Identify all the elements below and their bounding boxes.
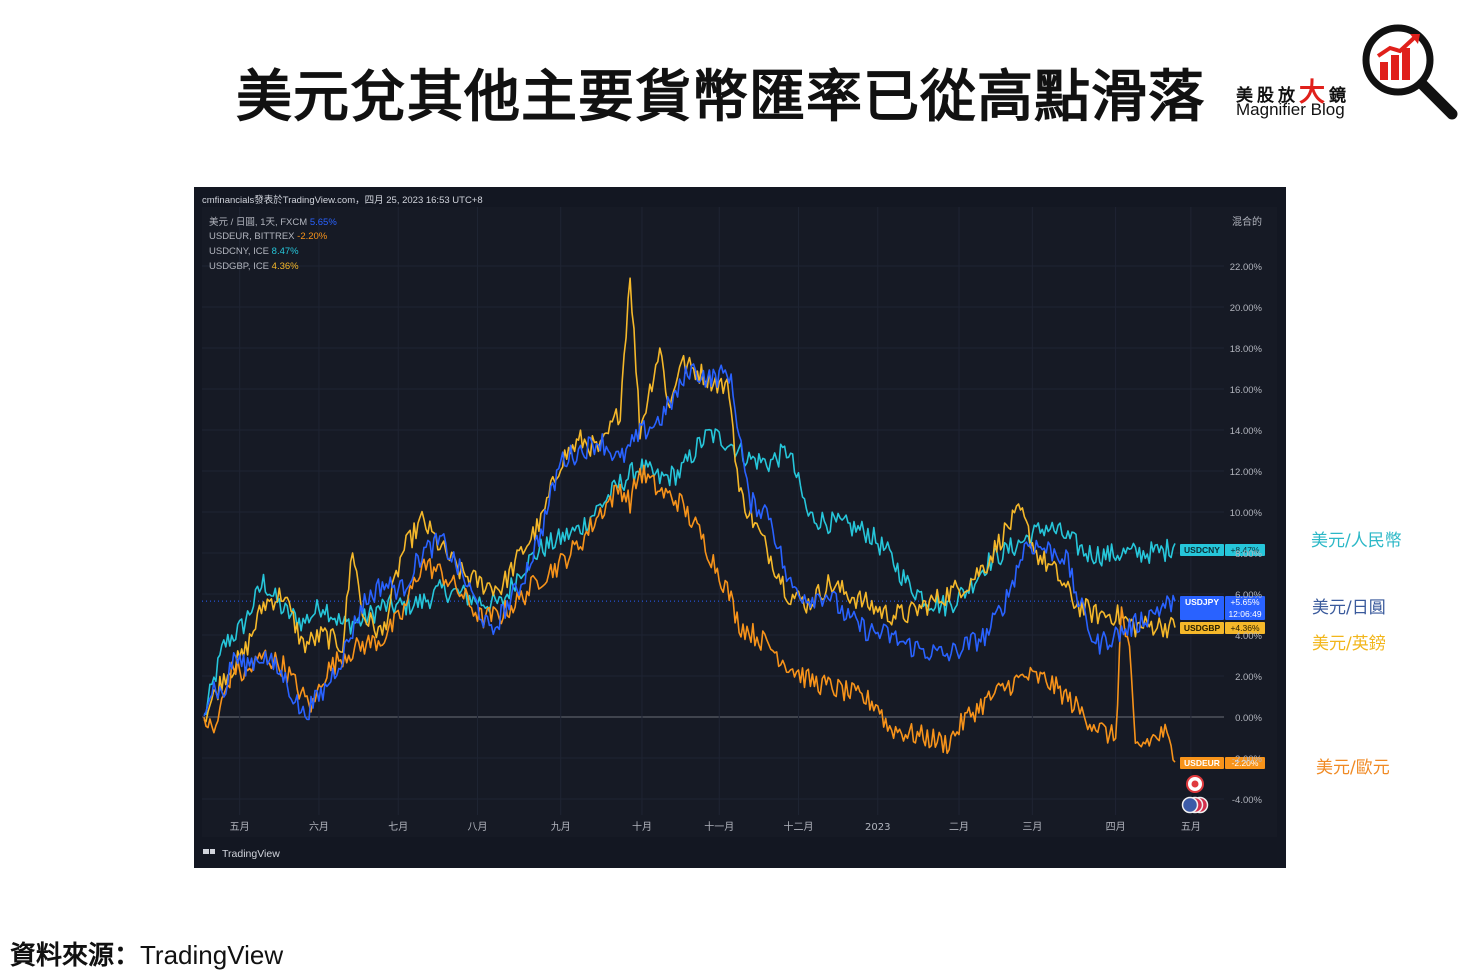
y-tick-label: 18.00%	[1230, 344, 1263, 355]
y-tick-label: 2.00%	[1235, 672, 1262, 683]
tag-name-bg-usdgbp	[1180, 622, 1224, 634]
x-axis: 五月 六月 七月 八月 九月 十月 十一月 十二月 2023 二月 三月 四月 五月	[230, 820, 1201, 833]
x-tick-label: 九月	[551, 821, 571, 833]
legend-usdcny-value: 8.47%	[272, 246, 299, 257]
tag-value-bg-usdeur	[1225, 757, 1265, 769]
y-tick-label: 14.00%	[1230, 426, 1263, 437]
brand-cn: 美股放大鏡	[1236, 72, 1350, 109]
series-line-usdjpy	[203, 363, 1176, 721]
y-tick-label: 4.00%	[1235, 631, 1262, 642]
x-tick-label: 二月	[949, 821, 969, 833]
x-tick-label: 十二月	[784, 820, 814, 833]
legend-usdeur-name: USDEUR, BITTREX	[209, 231, 295, 242]
y-tick-label: 20.00%	[1230, 303, 1263, 314]
legend-usdgbp-name: USDGBP, ICE	[209, 261, 269, 272]
source-label: 資料來源：	[10, 941, 141, 971]
legend-usdeur-value: -2.20%	[297, 231, 328, 242]
watermark-text: TradingView	[222, 848, 280, 860]
x-tick-label: 十月	[632, 820, 652, 833]
tag-value-bg-usdcny	[1225, 544, 1265, 556]
tag-value-usdeur: -2.20%	[1232, 758, 1259, 768]
tradingview-chart: USDCNY +8.47% USDJPY +5.65% 12:06:49 USDGBP +4…	[194, 187, 1286, 868]
brand-cn-b: 鏡	[1329, 86, 1351, 106]
tag-clock: 12:06:49	[1228, 609, 1261, 619]
x-tick-label: 四月	[1106, 821, 1126, 833]
tv-header: cmfinancials發表於TradingView.com，四月 25, 20…	[202, 194, 483, 206]
tag-name-bg-usdjpy	[1180, 596, 1224, 620]
x-tick-label: 五月	[1181, 821, 1201, 833]
main-title: 美元兌其他主要貨幣匯率已從高點滑落	[236, 65, 1205, 130]
chart-svg: USDCNY +8.47% USDJPY +5.65% 12:06:49 USDGBP +4…	[202, 194, 1277, 860]
magnifier-logo-icon	[1362, 24, 1458, 120]
tag-value-usdgbp: +4.36%	[1230, 623, 1260, 633]
side-label-eur: 美元/歐元	[1316, 758, 1390, 778]
tag-name-usdeur: USDEUR	[1184, 758, 1220, 768]
series-line-usdcny	[203, 428, 1176, 715]
series-line-usdgbp	[203, 277, 1176, 723]
y-tick-label: 16.00%	[1230, 385, 1263, 396]
legend-usdcny-name: USDCNY, ICE	[209, 246, 269, 257]
legend-usdjpy-value: 5.65%	[310, 217, 337, 228]
scale-label: 混合的	[1232, 215, 1262, 228]
brand-cn-a: 美股放	[1236, 86, 1299, 106]
legend-usdgbp: USDGBP, ICE 4.36%	[209, 261, 299, 272]
y-tick-label: 22.00%	[1230, 262, 1263, 273]
y-tick-label: 6.00%	[1235, 590, 1262, 601]
y-axis: -4.00% -2.00% 0.00% 2.00% 4.00% 6.00% 8.00% 10.…	[1230, 262, 1263, 806]
series-line-usdeur	[203, 464, 1176, 763]
x-tick-label: 2023	[865, 822, 890, 833]
y-tick-label: 12.00%	[1230, 467, 1263, 478]
x-tick-label: 七月	[388, 821, 408, 833]
side-label-jpy: 美元/日圓	[1312, 598, 1386, 618]
tag-name-usdcny: USDCNY	[1184, 545, 1220, 555]
brand-block: 美股放大鏡 Magnifier Blog	[1236, 22, 1461, 132]
source-note: 資料來源：TradingView	[10, 935, 283, 972]
tv-logo-icon	[210, 849, 215, 854]
legend-usdcny: USDCNY, ICE 8.47%	[209, 246, 299, 257]
x-tick-label: 十一月	[704, 820, 734, 833]
tag-name-bg-usdcny	[1180, 544, 1224, 556]
grid-layer	[202, 207, 1224, 815]
tv-logo-icon	[203, 849, 209, 854]
y-tick-label: 8.00%	[1235, 549, 1262, 560]
x-tick-label: 三月	[1022, 821, 1042, 833]
tag-name-usdgbp: USDGBP	[1184, 623, 1221, 633]
legend-usdjpy: 美元 / 日圓, 1天, FXCM 5.65%	[209, 216, 337, 228]
last-value-tags: USDCNY +8.47% USDJPY +5.65% 12:06:49 USDGBP +4…	[1180, 544, 1265, 769]
tag-name-bg-usdeur	[1180, 757, 1224, 769]
legend: 美元 / 日圓, 1天, FXCM 5.65% USDEUR, BITTREX …	[209, 216, 337, 272]
tag-name-usdjpy: USDJPY	[1185, 597, 1219, 607]
tag-value-bg-usdjpy	[1225, 596, 1265, 620]
y-tick-label: 10.00%	[1230, 508, 1263, 519]
tag-value-usdcny: +8.47%	[1230, 545, 1260, 555]
side-label-cny: 美元/人民幣	[1311, 531, 1402, 551]
y-tick-label: -2.00%	[1232, 754, 1263, 765]
y-tick-label: 0.00%	[1235, 713, 1262, 724]
us-event-icon[interactable]	[1181, 796, 1199, 814]
x-tick-label: 六月	[309, 821, 329, 833]
tag-value-bg-usdgbp	[1225, 622, 1265, 634]
tv-watermark: TradingView	[203, 848, 280, 860]
source-name: TradingView	[140, 940, 284, 970]
x-tick-label: 五月	[230, 821, 250, 833]
x-tick-label: 八月	[467, 821, 487, 833]
series-layer	[203, 277, 1176, 763]
side-label-gbp: 美元/英鎊	[1312, 634, 1386, 654]
y-tick-label: -4.00%	[1232, 795, 1263, 806]
tag-value-usdjpy: +5.65%	[1230, 597, 1260, 607]
legend-usdgbp-value: 4.36%	[272, 261, 299, 272]
japan-flag-dot-icon	[1191, 780, 1199, 788]
brand-en: Magnifier Blog	[1236, 100, 1345, 119]
legend-usdjpy-name: 美元 / 日圓, 1天, FXCM	[209, 216, 307, 228]
event-markers	[1181, 775, 1209, 814]
brand-cn-big: 大	[1299, 78, 1330, 108]
legend-usdeur: USDEUR, BITTREX -2.20%	[209, 231, 328, 242]
